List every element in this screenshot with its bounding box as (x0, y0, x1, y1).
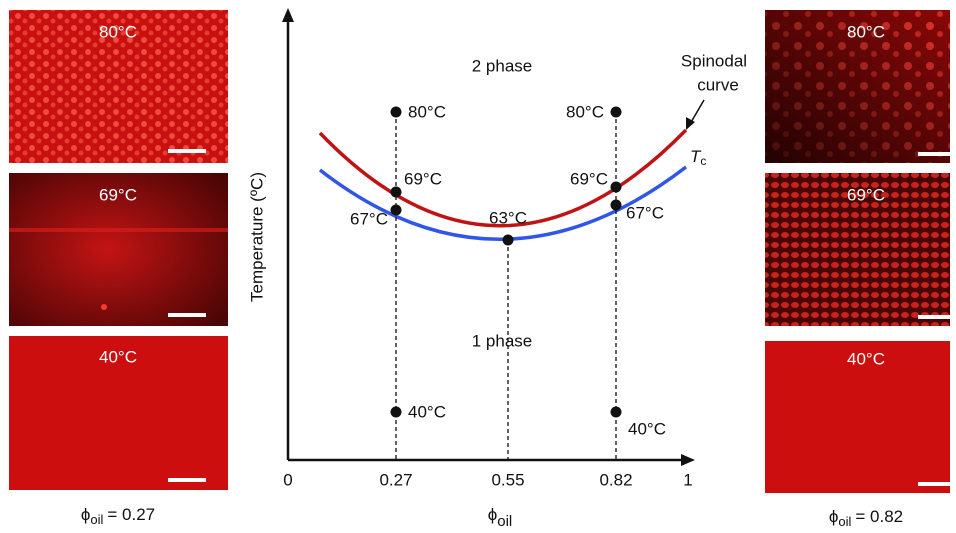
x-label-subscript: oil (497, 513, 512, 528)
spinodal-curve (318, 128, 688, 228)
caption-text: = 0.27 (107, 505, 155, 524)
scale-bar (918, 315, 950, 319)
x-axis-label: ϕoil (488, 505, 513, 528)
arrowhead (686, 117, 695, 130)
caption-subscript: oil (90, 512, 103, 527)
state-point (390, 406, 402, 418)
tc-curve (318, 165, 688, 241)
micrograph (765, 341, 950, 493)
caption-text: = 0.82 (855, 507, 903, 526)
image-label: 40°C (847, 349, 885, 368)
image-label: 80°C (99, 22, 137, 41)
state-point (610, 199, 622, 211)
caption-symbol: ϕ (81, 505, 91, 524)
micrograph (9, 10, 228, 163)
image-label: 69°C (847, 185, 885, 204)
caption: ϕoil = 0.82 (829, 507, 903, 528)
arrowhead (681, 454, 695, 466)
image-label: 69°C (99, 185, 137, 204)
curve-label: curve (697, 75, 739, 94)
point-label: 80°C (408, 102, 446, 121)
caption: ϕoil = 0.27 (81, 505, 155, 527)
point-label: 40°C (628, 419, 666, 438)
state-point (502, 234, 514, 246)
x-tick-label: 0 (283, 470, 292, 489)
micrograph (765, 173, 950, 326)
label-bg (440, 326, 560, 358)
x-tick-label: 1 (683, 470, 692, 489)
scale-bar (168, 149, 206, 153)
state-point (610, 181, 622, 193)
region-label: 1 phase (472, 331, 533, 350)
x-label-symbol: ϕ (488, 505, 498, 524)
x-tick-label: 0.82 (599, 470, 632, 489)
right-panels: 80°C 69°C 40°C ϕoil = 0.82 (765, 10, 950, 529)
state-point (390, 204, 402, 216)
point-label: 80°C (566, 102, 604, 121)
point-label: 40°C (408, 402, 446, 421)
pointer (689, 99, 705, 125)
micrograph (9, 173, 228, 326)
scale-bar (168, 313, 206, 317)
phase-diagram: Temperature (ºC) ϕoil 2 phase 1 phase Sp… (247, 8, 747, 530)
curve-label: Spinodal (681, 51, 747, 70)
caption-subscript: oil (838, 514, 851, 528)
image-label: 40°C (99, 347, 137, 366)
point-label: 67°C (350, 209, 388, 228)
curve-label: Tc (690, 147, 706, 168)
arrowhead (282, 8, 294, 22)
scale-bar (918, 482, 950, 486)
scale-bar (168, 478, 206, 482)
left-panels: 80°C 69°C 40°C ϕoil = 0.27 (9, 10, 228, 527)
x-tick-label: 0.27 (379, 470, 412, 489)
point-label: 63°C (489, 208, 527, 227)
micrograph (9, 336, 228, 490)
state-point (610, 106, 622, 118)
point-label: 69°C (404, 169, 442, 188)
x-tick-label: 0.55 (491, 470, 524, 489)
tc-symbol: T (690, 147, 702, 166)
state-point (390, 106, 402, 118)
shade (765, 10, 950, 163)
image-label: 80°C (847, 22, 885, 41)
point-label: 67°C (626, 203, 664, 222)
scale-bar (918, 152, 950, 156)
streak (9, 228, 228, 232)
state-point (390, 186, 402, 198)
y-axis-label: Temperature (ºC) (247, 172, 266, 302)
droplet (101, 304, 107, 310)
caption-symbol: ϕ (829, 507, 839, 526)
state-point (610, 406, 622, 418)
tc-subscript: c (700, 154, 706, 168)
region-label: 2 phase (472, 56, 533, 75)
point-label: 69°C (570, 169, 608, 188)
